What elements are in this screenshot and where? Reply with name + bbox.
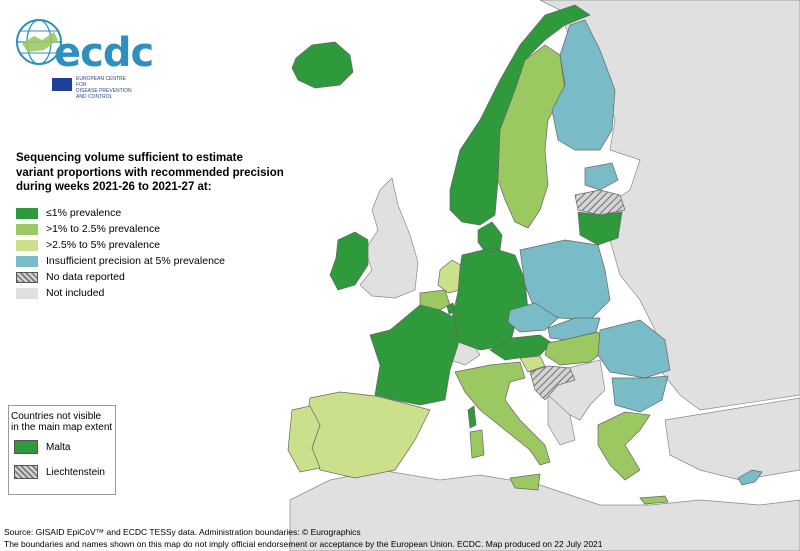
country-germany bbox=[451, 247, 529, 351]
globe-icon bbox=[16, 19, 62, 65]
legend-swatch bbox=[16, 287, 38, 299]
inset-swatch bbox=[14, 465, 38, 479]
country-iceland bbox=[291, 41, 354, 89]
inset-caption-line1: Countries not visible bbox=[11, 411, 102, 422]
legend-label: ≤1% prevalence bbox=[46, 207, 122, 219]
country-france-corsica bbox=[467, 405, 477, 429]
country-portugal bbox=[287, 405, 321, 473]
legend-label: >2.5% to 5% prevalence bbox=[46, 239, 161, 251]
country-romania bbox=[597, 319, 671, 379]
legend-label: Insufficient precision at 5% prevalence bbox=[46, 255, 225, 267]
country-lithuania bbox=[577, 211, 623, 246]
inset-caption-line2: in the main map extent bbox=[11, 422, 113, 433]
disclaimer-note: The boundaries and names shown on this m… bbox=[4, 539, 603, 549]
source-note: Source: GISAID EpiCoV™ and ECDC TESSy da… bbox=[4, 527, 361, 537]
logo-org-line2: DISEASE PREVENTION bbox=[76, 88, 132, 94]
inset-caption: Countries not visible in the main map ex… bbox=[11, 411, 112, 433]
legend-item-gt1to2-5: >1% to 2.5% prevalence bbox=[16, 221, 225, 237]
uk-shape bbox=[359, 177, 419, 299]
legend-label: Not included bbox=[46, 287, 105, 299]
country-czechia bbox=[507, 302, 559, 333]
legend-swatch bbox=[16, 271, 38, 283]
country-greece-crete bbox=[639, 495, 669, 505]
inset-item-malta: Malta bbox=[14, 440, 70, 454]
country-sweden bbox=[497, 44, 566, 229]
country-estonia bbox=[584, 162, 619, 191]
country-ireland bbox=[329, 231, 369, 291]
ecdc-logo: ecdc EUROPEAN CENTRE FOR DISEASE PREVENT… bbox=[14, 6, 154, 100]
country-italy bbox=[454, 361, 551, 466]
country-slovenia bbox=[519, 355, 546, 373]
country-poland bbox=[519, 239, 611, 321]
inset-label: Malta bbox=[46, 441, 71, 453]
country-italy-sicily bbox=[509, 473, 541, 491]
inset-swatch bbox=[14, 440, 38, 454]
legend-item-no-data: No data reported bbox=[16, 269, 225, 285]
country-italy-sardinia bbox=[469, 429, 485, 459]
inset-item-liechtenstein: Liechtenstein bbox=[14, 465, 105, 479]
legend-swatch bbox=[16, 223, 38, 235]
legend-swatch bbox=[16, 255, 38, 267]
country-hungary bbox=[544, 331, 606, 366]
country-belgium bbox=[419, 289, 451, 313]
legend-swatch bbox=[16, 207, 38, 219]
country-spain bbox=[307, 391, 431, 479]
country-norway bbox=[449, 4, 591, 226]
legend-label: No data reported bbox=[46, 271, 125, 283]
legend-title-line3: during weeks 2021-26 to 2021-27 at: bbox=[16, 181, 212, 193]
legend-item-gt2-5to5: >2.5% to 5% prevalence bbox=[16, 237, 225, 253]
inset-label: Liechtenstein bbox=[46, 466, 105, 478]
legend-swatch bbox=[16, 239, 38, 251]
logo-org-name: EUROPEAN CENTRE FOR DISEASE PREVENTION A… bbox=[76, 76, 136, 100]
legend-title-line1: Sequencing volume sufficient to estimate bbox=[16, 152, 243, 164]
legend-item-insufficient: Insufficient precision at 5% prevalence bbox=[16, 253, 225, 269]
eu-flag-icon bbox=[52, 78, 72, 91]
country-finland bbox=[551, 19, 616, 151]
country-greece bbox=[597, 411, 651, 481]
logo-wordmark: ecdc bbox=[54, 30, 154, 76]
country-france bbox=[369, 304, 459, 406]
legend-title-line2: variant proportions with recommended pre… bbox=[16, 166, 284, 179]
legend-title: Sequencing volume sufficient to estimate… bbox=[16, 151, 286, 195]
country-latvia bbox=[574, 189, 626, 216]
legend-label: >1% to 2.5% prevalence bbox=[46, 223, 161, 235]
country-croatia bbox=[529, 365, 576, 401]
logo-org-line3: AND CONTROL bbox=[76, 94, 113, 100]
legend-item-le1: ≤1% prevalence bbox=[16, 205, 225, 221]
country-bulgaria bbox=[611, 375, 669, 413]
country-cyprus bbox=[737, 469, 763, 486]
legend: ≤1% prevalence >1% to 2.5% prevalence >2… bbox=[16, 205, 225, 301]
legend-item-not-included: Not included bbox=[16, 285, 225, 301]
country-denmark bbox=[477, 221, 503, 253]
logo-org-line1: EUROPEAN CENTRE FOR bbox=[76, 76, 127, 88]
